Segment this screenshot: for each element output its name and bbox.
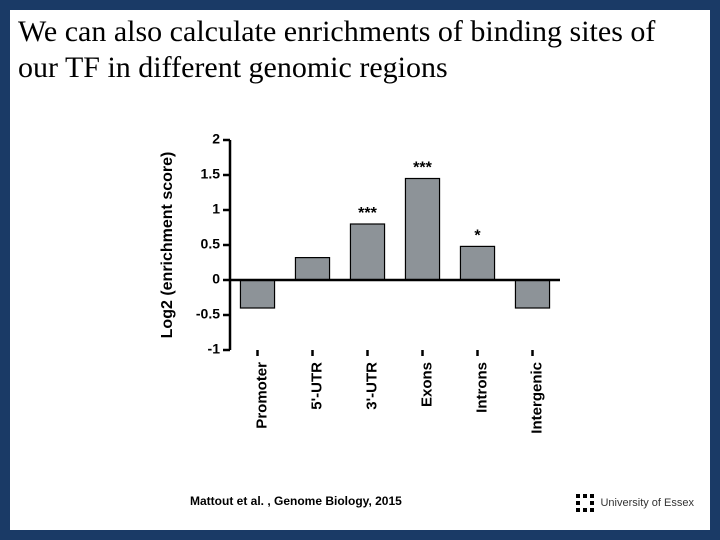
- y-tick-label: 0.5: [201, 236, 221, 252]
- category-label-group: Promoter 5'-UTR 3'-UTR Exons Introns Intergen…: [253, 350, 545, 434]
- slide-frame: We can also calculate enrichments of bin…: [0, 0, 720, 540]
- y-tick-label: 0: [212, 271, 220, 287]
- y-tick-label: 2: [212, 131, 220, 147]
- category-label: Introns: [473, 362, 490, 413]
- bar-group: [240, 179, 549, 309]
- bar: [460, 246, 494, 280]
- category-label: 3'-UTR: [363, 362, 380, 410]
- significance-label: *: [474, 227, 481, 244]
- category-label: 5'-UTR: [308, 362, 325, 410]
- bar: [405, 179, 439, 281]
- category-label: Intergenic: [528, 362, 545, 434]
- bar: [295, 258, 329, 280]
- significance-label: ***: [358, 205, 377, 222]
- affiliation: University of Essex: [576, 494, 694, 512]
- category-label: Exons: [418, 362, 435, 407]
- significance-label: ***: [413, 160, 432, 177]
- y-tick-group: -1 -0.5 0 0.5 1 1.5 2: [196, 131, 230, 357]
- y-axis-title: Log2 (enrichment score): [159, 152, 176, 339]
- bar: [240, 280, 274, 308]
- slide-title: We can also calculate enrichments of bin…: [10, 10, 710, 94]
- bar: [515, 280, 549, 308]
- category-label: Promoter: [253, 362, 270, 429]
- y-tick-label: -0.5: [196, 306, 220, 322]
- bar: [350, 224, 384, 280]
- chart-svg: Log2 (enrichment score) -1-0.500.511.52 …: [150, 130, 570, 460]
- enrichment-bar-chart: Log2 (enrichment score) -1-0.500.511.52 …: [150, 130, 570, 460]
- affiliation-text: University of Essex: [600, 497, 694, 509]
- university-logo-icon: [576, 494, 594, 512]
- citation-text: Mattout et al. , Genome Biology, 2015: [190, 494, 402, 508]
- y-tick-label: 1: [212, 201, 220, 217]
- y-tick-label: 1.5: [201, 166, 221, 182]
- y-tick-label: -1: [208, 341, 221, 357]
